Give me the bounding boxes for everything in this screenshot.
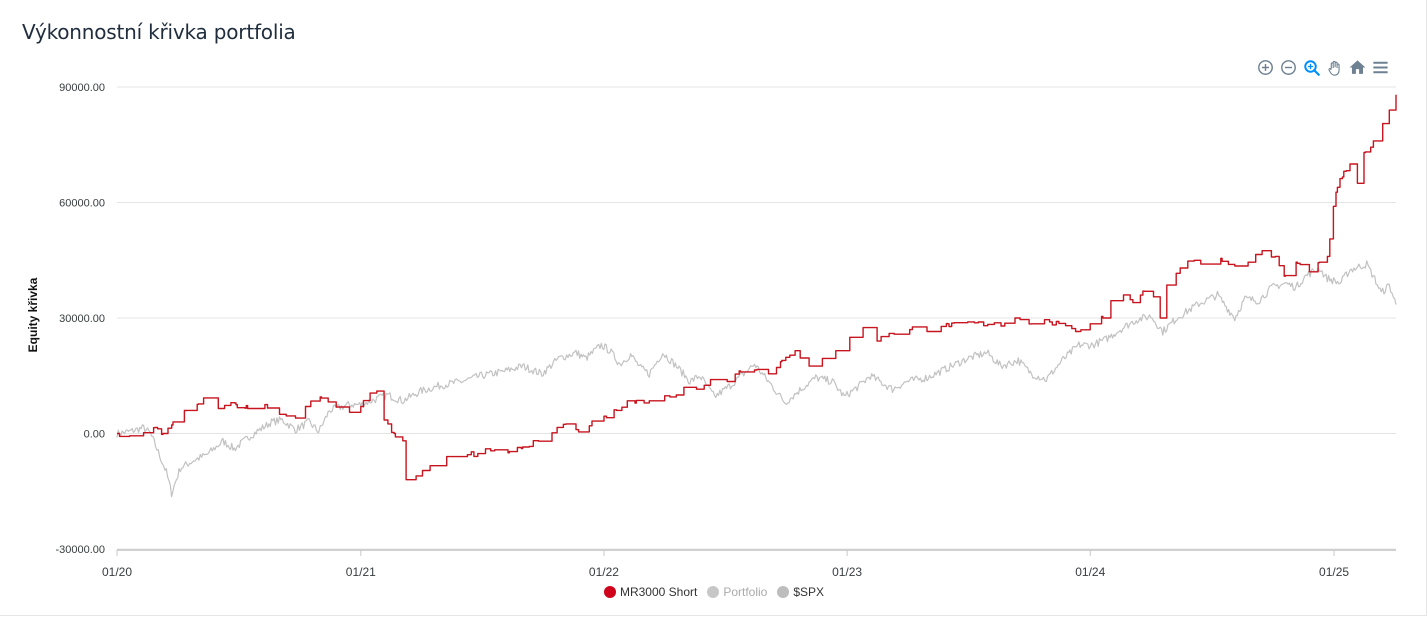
legend-item-portfolio[interactable]: Portfolio: [707, 585, 767, 599]
y-tick-label: 60000.00: [59, 198, 105, 210]
pan-icon[interactable]: [1325, 58, 1344, 77]
chart-title: Výkonnostní křivka portfolia: [22, 20, 296, 44]
x-axis: 01/20 01/21 01/22 01/23 01/24 01/25: [102, 549, 1396, 579]
x-tick-label: 01/24: [1075, 565, 1105, 579]
menu-icon[interactable]: [1371, 58, 1390, 77]
y-tick-label: 30000.00: [59, 313, 105, 325]
chart-toolbar: [1256, 58, 1390, 77]
legend-marker: [603, 586, 616, 598]
y-tick-label: 0.00: [84, 429, 105, 441]
legend-label: $SPX: [793, 585, 825, 599]
x-tick-label: 01/22: [589, 565, 619, 579]
zoom-select-icon[interactable]: [1302, 58, 1321, 77]
chart-legend: MR3000 Short Portfolio $SPX: [0, 585, 1428, 599]
x-tick-label: 01/20: [102, 565, 132, 579]
zoom-in-icon[interactable]: [1256, 58, 1275, 77]
y-tick-label: 90000.00: [59, 82, 105, 94]
y-axis-ticks: 90000.00 60000.00 30000.00 0.00 -30000.00: [55, 82, 105, 556]
grid-lines: [117, 86, 1396, 550]
series-lines: [116, 94, 1397, 498]
series-line--spx: [116, 260, 1397, 498]
legend-marker: [707, 586, 720, 598]
legend-marker: [777, 586, 790, 598]
legend-item-mr3000-short[interactable]: MR3000 Short: [603, 585, 698, 599]
x-tick-label: 01/23: [832, 565, 862, 579]
zoom-out-icon[interactable]: [1279, 58, 1298, 77]
legend-label: Portfolio: [723, 585, 768, 599]
legend-label: MR3000 Short: [619, 585, 698, 599]
reset-home-icon[interactable]: [1348, 58, 1367, 77]
y-tick-label: -30000.00: [55, 544, 105, 556]
y-axis-label: Equity křivka: [26, 277, 40, 352]
x-tick-label: 01/21: [346, 565, 376, 579]
series-line-mr3000-short: [117, 94, 1397, 481]
legend-item-spx[interactable]: $SPX: [777, 585, 824, 599]
x-tick-label: 01/25: [1319, 565, 1349, 579]
